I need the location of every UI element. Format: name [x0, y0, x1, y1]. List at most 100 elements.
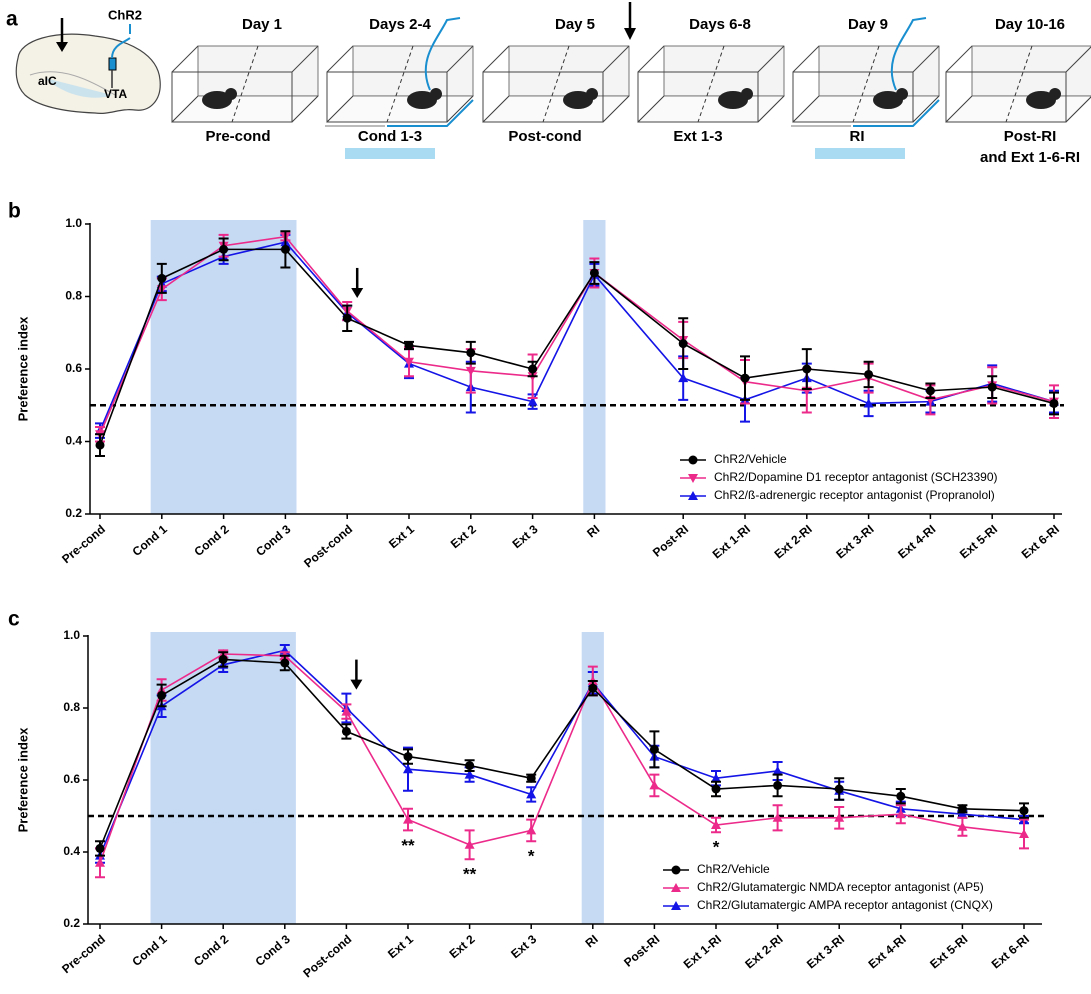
marker: [988, 383, 997, 392]
day-label: Day 5: [555, 16, 595, 33]
legend-label: ChR2/Vehicle: [714, 452, 787, 466]
legend-marker: [689, 456, 698, 465]
marker: [1050, 399, 1059, 408]
marker: [1020, 806, 1029, 815]
x-tick-label: Ext 6-RI: [1019, 522, 1062, 561]
x-tick-label: RI: [584, 522, 602, 540]
marker: [679, 339, 688, 348]
x-tick-label: Ext 1-RI: [710, 522, 753, 561]
x-tick-label: Ext 4-RI: [895, 522, 938, 561]
phase-label: Post-cond: [508, 128, 581, 145]
x-tick-label: Post-cond: [300, 932, 354, 980]
marker: [773, 781, 782, 790]
panel-a: a ChR2 aIC VTA Day 1 Days 2-4 Day 5 Days…: [6, 2, 1091, 166]
y-tick-label: 0.8: [65, 289, 82, 303]
day-label: Days 2-4: [369, 16, 431, 33]
x-tick-label: Ext 5-RI: [927, 932, 970, 971]
marker: [926, 386, 935, 395]
phase-label: Pre-cond: [205, 128, 270, 145]
fiber: [109, 58, 116, 70]
cage: [638, 46, 784, 122]
x-tick-label: Ext 3-RI: [804, 932, 847, 971]
cage-edge: [946, 46, 972, 72]
y-tick-label: 1.0: [65, 216, 82, 230]
day-label: Day 10-16: [995, 16, 1065, 33]
region-label: aIC: [38, 74, 57, 88]
y-axis-label: Preference index: [15, 727, 30, 833]
marker: [405, 341, 414, 350]
legend-label: ChR2/Glutamatergic AMPA receptor antagon…: [697, 898, 993, 912]
cage: [325, 18, 473, 126]
significance: *: [528, 847, 535, 866]
cage: [483, 46, 629, 122]
marker: [896, 792, 905, 801]
day-label: Day 9: [848, 16, 888, 33]
marker: [219, 245, 228, 254]
region-label: VTA: [104, 87, 127, 101]
marker: [96, 844, 105, 853]
x-tick-label: Post-RI: [650, 522, 691, 560]
panel-label: b: [8, 200, 21, 223]
x-tick-label: Pre-cond: [59, 522, 108, 566]
x-tick-label: RI: [583, 932, 601, 950]
x-tick-label: Pre-cond: [59, 932, 108, 976]
x-tick-label: Cond 2: [191, 932, 231, 969]
mouse-head: [741, 88, 753, 100]
legend-label: ChR2/Dopamine D1 receptor antagonist (SC…: [714, 470, 997, 484]
x-tick-label: Ext 3-RI: [833, 522, 876, 561]
significance: **: [401, 836, 415, 855]
marker: [219, 655, 228, 664]
x-tick-label: Cond 1: [130, 522, 170, 559]
y-tick-label: 0.4: [63, 844, 80, 858]
marker: [649, 780, 659, 789]
day-label: Day 1: [242, 16, 282, 33]
y-tick-label: 0.2: [63, 916, 80, 930]
significance: **: [463, 865, 477, 884]
marker: [280, 659, 289, 668]
cage-back: [819, 46, 939, 96]
marker: [466, 348, 475, 357]
legend-label: ChR2/Vehicle: [697, 862, 770, 876]
x-tick-label: Ext 3: [510, 522, 541, 551]
phase-label: Post-RI: [1004, 128, 1057, 145]
x-tick-label: Ext 2-RI: [742, 932, 785, 971]
legend-marker: [672, 866, 681, 875]
marker: [802, 365, 811, 374]
cage-edge: [638, 46, 664, 72]
arrow-head: [624, 28, 636, 40]
marker: [712, 785, 721, 794]
x-tick-label: Ext 4-RI: [866, 932, 909, 971]
cage-back: [972, 46, 1091, 96]
cage-edge: [172, 46, 198, 72]
x-tick-label: Ext 1: [385, 932, 416, 961]
arrow-head: [351, 288, 363, 298]
legend-label: ChR2/ß-adrenergic receptor antagonist (P…: [714, 488, 995, 502]
figure: a ChR2 aIC VTA Day 1 Days 2-4 Day 5 Days…: [0, 0, 1091, 994]
marker: [343, 314, 352, 323]
y-tick-label: 0.6: [65, 361, 82, 375]
y-axis-label: Preference index: [15, 316, 30, 422]
phase-label: and Ext 1-6-RI: [980, 149, 1080, 166]
marker: [650, 745, 659, 754]
marker: [527, 774, 536, 783]
marker: [342, 727, 351, 736]
mouse-head: [225, 88, 237, 100]
x-tick-label: Post-cond: [301, 522, 355, 570]
panel-label: c: [8, 608, 20, 631]
x-tick-label: Ext 2: [447, 932, 478, 961]
marker: [281, 245, 290, 254]
x-tick-label: Ext 1: [386, 522, 417, 551]
x-tick-label: Ext 1-RI: [681, 932, 724, 971]
marker: [526, 825, 536, 834]
chart: b0.20.40.60.81.0Preference indexPre-cond…: [8, 200, 1064, 571]
mouse-head: [896, 88, 908, 100]
cage-edge: [793, 46, 819, 72]
phase-label: Ext 1-3: [673, 128, 722, 145]
y-tick-label: 0.8: [63, 700, 80, 714]
marker: [741, 374, 750, 383]
cage-back: [198, 46, 318, 96]
marker: [528, 365, 537, 374]
mouse-head: [1049, 88, 1061, 100]
x-tick-label: Post-RI: [621, 932, 662, 970]
panel-label: a: [6, 8, 18, 31]
